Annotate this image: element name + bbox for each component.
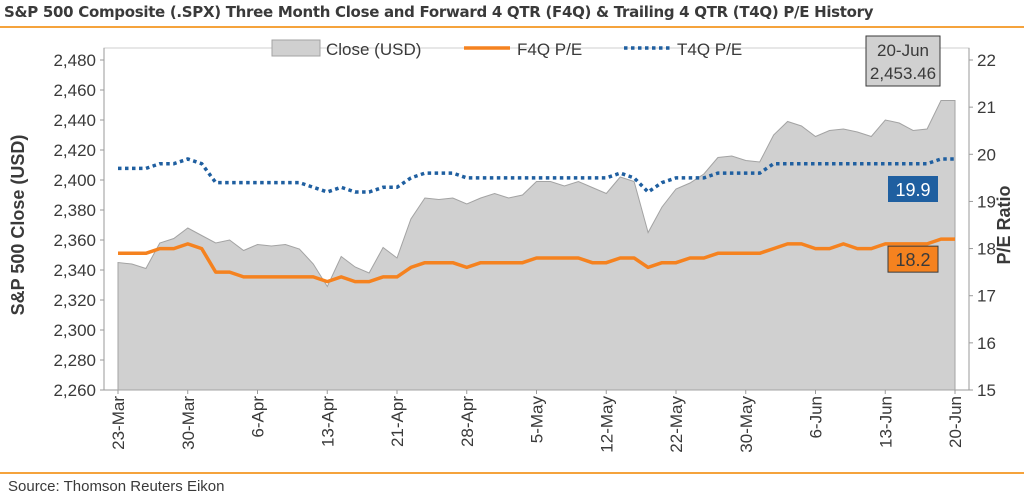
f4q-badge-value: 18.2 xyxy=(895,250,930,270)
f4q-pe-line xyxy=(118,237,955,284)
y-left-tick-label: 2,340 xyxy=(53,261,96,280)
legend: Close (USD) F4Q P/E T4Q P/E xyxy=(271,39,742,59)
close-area-series xyxy=(117,100,956,391)
y-axis-left-ticks: 2,260 2,280 2,300 2,320 2,340 2,360 2,380 2,400… xyxy=(53,51,104,400)
f4q-badge-box xyxy=(887,245,939,273)
x-tick-label: 6-Apr xyxy=(249,396,268,438)
x-tick-label: 28-Apr xyxy=(458,396,477,447)
x-tick-label: 13-Jun xyxy=(876,396,895,448)
x-tick-label: 30-May xyxy=(737,396,756,453)
legend-label-close: Close (USD) xyxy=(326,40,421,59)
y-left-tick-label: 2,280 xyxy=(53,351,96,370)
y-left-tick-label: 2,480 xyxy=(53,51,96,70)
source-note: Source: Thomson Reuters Eikon xyxy=(8,478,225,495)
last-close-date: 20-Jun xyxy=(877,41,929,60)
legend-swatch-close xyxy=(271,39,321,57)
y-right-tick-label: 22 xyxy=(977,51,996,70)
y-right-tick-label: 18 xyxy=(977,240,996,259)
y-left-tick-label: 2,260 xyxy=(53,381,96,400)
y-left-tick-label: 2,440 xyxy=(53,111,96,130)
pe-history-chart: 2,260 2,280 2,300 2,320 2,340 2,360 2,380 2,400… xyxy=(8,35,1014,453)
x-tick-label: 13-Apr xyxy=(318,396,337,447)
bottom-rule xyxy=(0,472,1024,474)
y-right-tick-label: 19 xyxy=(977,192,996,211)
x-axis-ticks: 23-Mar 30-Mar 6-Apr 13-Apr 21-Apr 28-Apr 5-May… xyxy=(109,390,965,453)
y-left-tick-label: 2,400 xyxy=(53,171,96,190)
x-tick-label: 23-Mar xyxy=(109,396,128,450)
x-tick-label: 20-Jun xyxy=(946,396,965,448)
y-right-tick-label: 17 xyxy=(977,287,996,306)
legend-label-t4q: T4Q P/E xyxy=(677,40,742,59)
x-tick-label: 12-May xyxy=(597,396,616,453)
y-left-tick-label: 2,320 xyxy=(53,291,96,310)
y-left-tick-label: 2,360 xyxy=(53,231,96,250)
x-tick-label: 22-May xyxy=(667,396,686,453)
y-left-tick-label: 2,380 xyxy=(53,201,96,220)
x-tick-label: 30-Mar xyxy=(179,396,198,450)
t4q-badge-value: 19.9 xyxy=(895,180,930,200)
last-close-callout-box xyxy=(865,35,941,87)
x-tick-label: 6-Jun xyxy=(807,396,826,439)
y-right-tick-label: 15 xyxy=(977,381,996,400)
t4q-badge-box xyxy=(888,176,938,202)
last-close-value: 2,453.46 xyxy=(870,64,936,83)
y-right-tick-label: 21 xyxy=(977,98,996,117)
y-left-tick-label: 2,300 xyxy=(53,321,96,340)
chart-title: S&P 500 Composite (.SPX) Three Month Clo… xyxy=(4,3,874,21)
y-left-tick-label: 2,460 xyxy=(53,81,96,100)
y-axis-right-ticks: 15 16 17 18 19 20 21 22 xyxy=(969,51,996,400)
legend-label-f4q: F4Q P/E xyxy=(517,40,582,59)
f4q-last-badge: 18.2 xyxy=(887,245,939,273)
y-right-tick-label: 16 xyxy=(977,334,996,353)
top-rule xyxy=(0,26,1024,28)
last-close-callout: 20-Jun 2,453.46 xyxy=(865,35,941,87)
x-tick-label: 5-May xyxy=(528,396,547,444)
y-axis-right-label: P/E Ratio xyxy=(994,185,1014,264)
y-axis-left-label: S&P 500 Close (USD) xyxy=(8,135,28,316)
x-tick-label: 21-Apr xyxy=(388,396,407,447)
t4q-last-badge: 19.9 xyxy=(888,176,938,202)
y-left-tick-label: 2,420 xyxy=(53,141,96,160)
y-right-tick-label: 20 xyxy=(977,145,996,164)
